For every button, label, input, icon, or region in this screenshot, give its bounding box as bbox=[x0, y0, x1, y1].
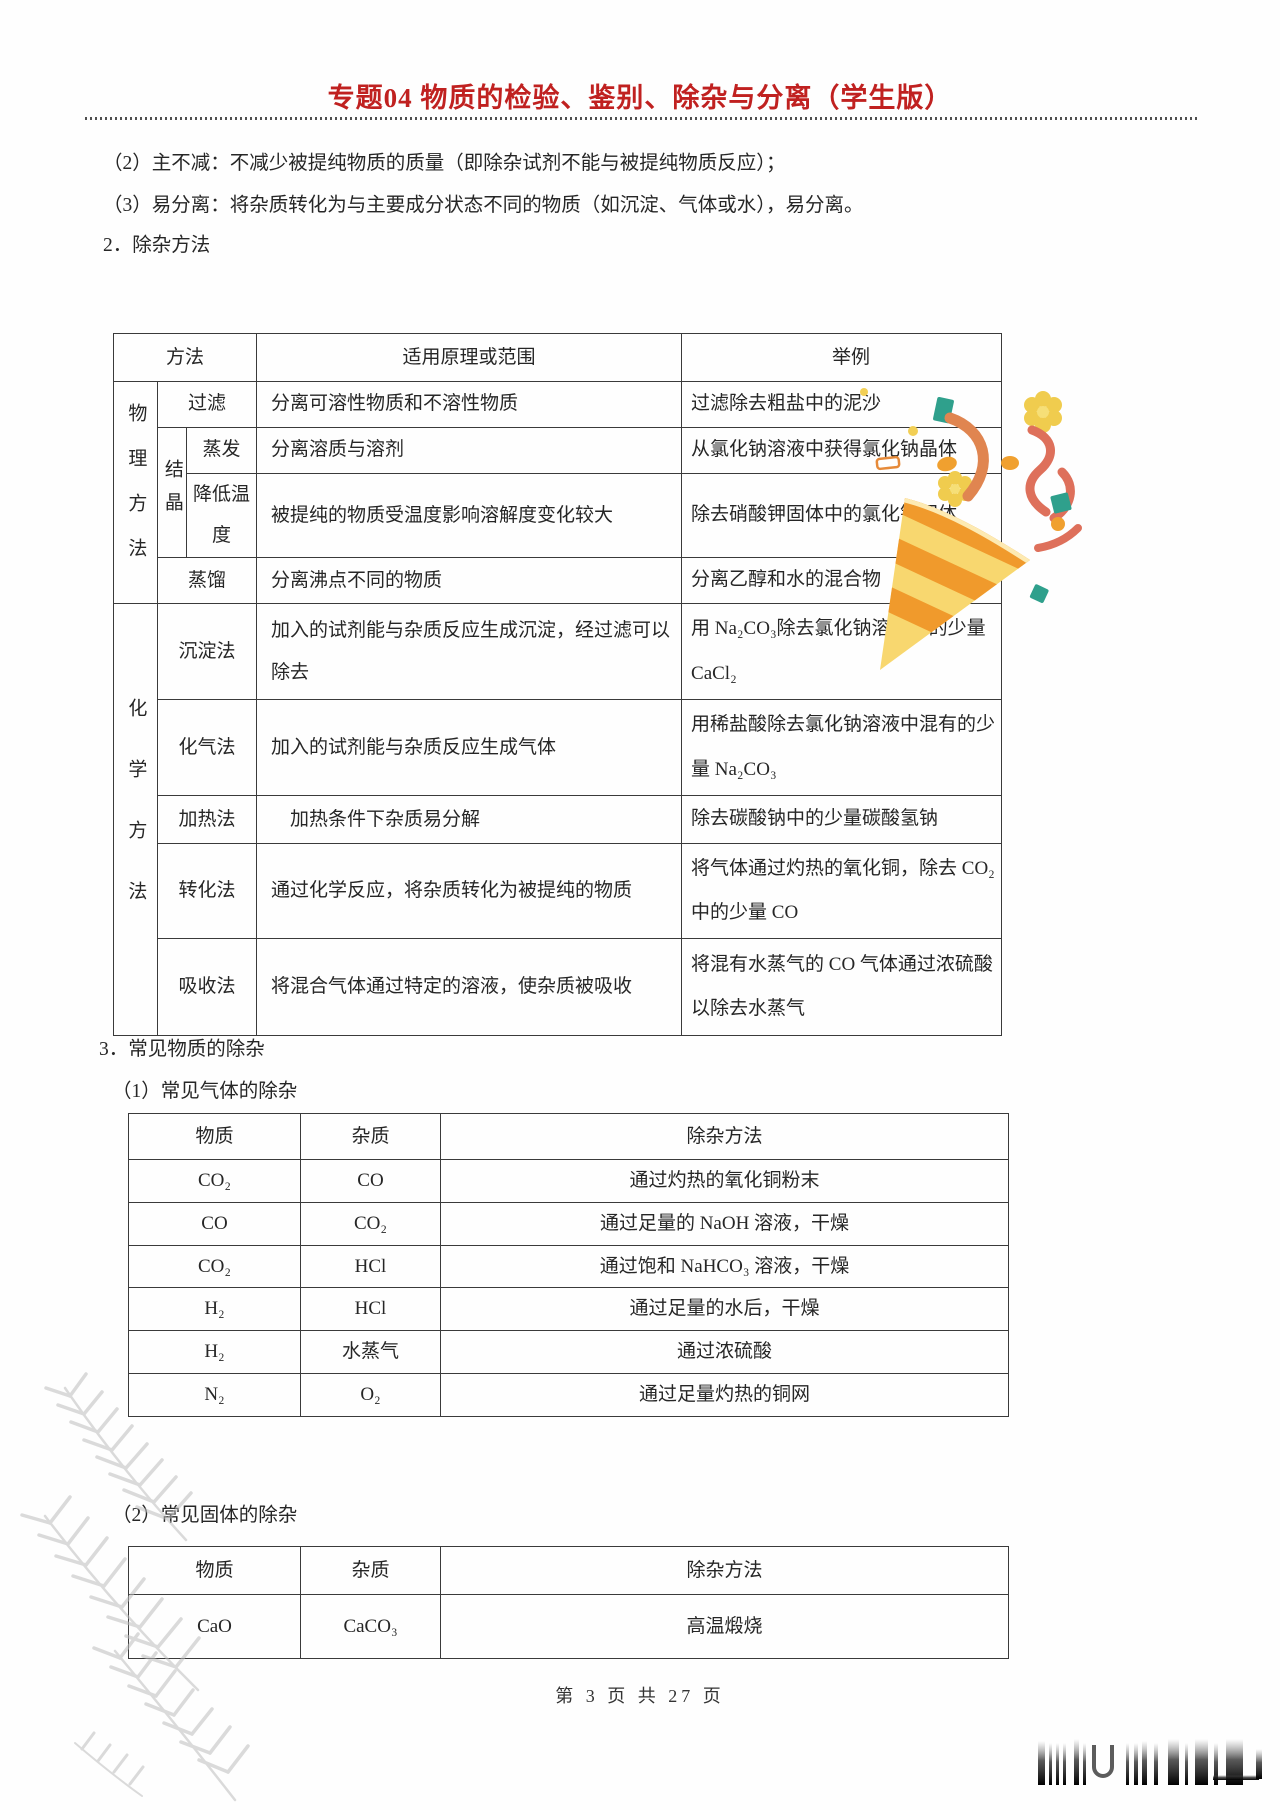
gas-impurity: CO₂ bbox=[300, 1201, 441, 1246]
group-label-crystallization: 结晶 bbox=[157, 426, 187, 559]
example-convert: 将气体通过灼热的氧化铜，除去 CO₂ 中的少量 CO bbox=[681, 843, 1003, 940]
gas-impurity-table: 物质 杂质 除杂方法 CO₂ CO 通过灼热的氧化铜粉末 CO CO₂ 通过足量… bbox=[128, 1113, 1009, 1417]
table-row: CO₂ CO 通过灼热的氧化铜粉末 bbox=[128, 1159, 1009, 1203]
method-name-evaporate: 蒸发 bbox=[185, 426, 258, 474]
gas-substance: N₂ bbox=[128, 1372, 301, 1417]
principle-heat: 加热条件下杂质易分解 bbox=[256, 795, 683, 845]
principle-evaporate: 分离溶质与溶剂 bbox=[256, 426, 683, 474]
solid-col-header-substance: 物质 bbox=[128, 1546, 301, 1595]
intro-point-3: （3）易分离：将杂质转化为与主要成分状态不同的物质（如沉淀、气体或水），易分离。 bbox=[103, 195, 864, 216]
gas-impurity: HCl bbox=[300, 1244, 441, 1289]
group-label-physical-methods: 物理方法 bbox=[113, 380, 158, 605]
solid-method: 高温煅烧 bbox=[440, 1594, 1009, 1659]
gas-impurity: O₂ bbox=[300, 1372, 441, 1417]
removal-methods-table: 方法 适用原理或范围 举例 物理方法 过滤 分离可溶性物质和不溶性物质 过滤除去… bbox=[112, 333, 1003, 1037]
example-filter: 过滤除去粗盐中的泥沙 bbox=[681, 381, 1003, 428]
page-title: 专题04 物质的检验、鉴别、除杂与分离（学生版） bbox=[327, 83, 953, 113]
gas-substance: CO bbox=[128, 1201, 301, 1246]
example-absorb: 将混有水蒸气的 CO 气体通过浓硫酸以除去水蒸气 bbox=[681, 938, 1003, 1037]
solid-substance: CaO bbox=[128, 1594, 301, 1659]
example-cool: 除去硝酸钾固体中的氯化钠固体 bbox=[681, 472, 1003, 559]
gas-substance: CO₂ bbox=[128, 1244, 301, 1289]
gas-method: 通过足量的水后，干燥 bbox=[440, 1287, 1009, 1332]
principle-cool: 被提纯的物质受温度影响溶解度变化较大 bbox=[256, 472, 683, 559]
gas-substance: H₂ bbox=[128, 1287, 301, 1332]
method-name-heat: 加热法 bbox=[156, 795, 258, 845]
example-precipitate: 用 Na₂CO₃除去氯化钠溶液中的少量 CaCl₂ bbox=[681, 603, 1003, 701]
section-3-sub2-heading: （2）常见固体的除杂 bbox=[112, 1505, 298, 1526]
gas-method: 通过足量灼热的铜网 bbox=[440, 1372, 1009, 1417]
principle-absorb: 将混合气体通过特定的溶液，使杂质被吸收 bbox=[256, 938, 683, 1037]
gas-impurity: HCl bbox=[300, 1287, 441, 1332]
solid-col-header-impurity: 杂质 bbox=[300, 1546, 441, 1595]
gas-substance: H₂ bbox=[128, 1330, 301, 1374]
confetti-flower-icon bbox=[1024, 391, 1062, 433]
smudge-marks-icon bbox=[1038, 1739, 1262, 1785]
method-name-gasify: 化气法 bbox=[156, 699, 258, 797]
table-row: CaO CaCO₃ 高温煅烧 bbox=[128, 1594, 1009, 1659]
principle-precipitate: 加入的试剂能与杂质反应生成沉淀，经过滤可以除去 bbox=[256, 603, 683, 701]
section-3-heading: 3．常见物质的除杂 bbox=[99, 1039, 265, 1060]
intro-point-2: （2）主不减：不减少被提纯物质的质量（即除杂试剂不能与被提纯物质反应）； bbox=[103, 153, 786, 174]
page-number-footer: 第 3 页 共 27 页 bbox=[555, 1686, 725, 1706]
gas-col-header-impurity: 杂质 bbox=[300, 1113, 441, 1160]
gas-col-header-method: 除杂方法 bbox=[440, 1113, 1009, 1160]
method-name-distill: 蒸馏 bbox=[156, 557, 258, 605]
method-name-precipitate: 沉淀法 bbox=[156, 603, 258, 701]
principle-distill: 分离沸点不同的物质 bbox=[256, 557, 683, 605]
solid-col-header-method: 除杂方法 bbox=[440, 1546, 1009, 1595]
col-header-example: 举例 bbox=[681, 333, 1003, 382]
method-name-absorb: 吸收法 bbox=[156, 938, 258, 1037]
example-heat: 除去碳酸钠中的少量碳酸氢钠 bbox=[681, 795, 1003, 845]
example-evaporate: 从氯化钠溶液中获得氯化钠晶体 bbox=[681, 426, 1003, 474]
principle-filter: 分离可溶性物质和不溶性物质 bbox=[256, 381, 683, 428]
table-row: CO₂ HCl 通过饱和 NaHCO₃ 溶液，干燥 bbox=[128, 1244, 1009, 1289]
section-2-heading: 2．除杂方法 bbox=[103, 235, 211, 256]
col-header-method: 方法 bbox=[112, 333, 258, 382]
gas-method: 通过饱和 NaHCO₃ 溶液，干燥 bbox=[440, 1244, 1009, 1289]
gas-method: 通过足量的 NaOH 溶液，干燥 bbox=[440, 1201, 1009, 1246]
table-row: N₂ O₂ 通过足量灼热的铜网 bbox=[128, 1372, 1009, 1417]
gas-impurity: 水蒸气 bbox=[300, 1330, 441, 1374]
gas-method: 通过灼热的氧化铜粉末 bbox=[440, 1159, 1009, 1203]
section-3-sub1-heading: （1）常见气体的除杂 bbox=[112, 1081, 298, 1102]
method-name-filter: 过滤 bbox=[156, 381, 258, 428]
principle-gasify: 加入的试剂能与杂质反应生成气体 bbox=[256, 699, 683, 797]
gas-substance: CO₂ bbox=[128, 1159, 301, 1203]
table-row: H₂ 水蒸气 通过浓硫酸 bbox=[128, 1330, 1009, 1374]
gas-impurity: CO bbox=[300, 1159, 441, 1203]
solid-impurity: CaCO₃ bbox=[300, 1594, 441, 1659]
method-name-convert: 转化法 bbox=[156, 843, 258, 940]
method-name-cool: 降低温度 bbox=[185, 472, 258, 559]
gas-col-header-substance: 物质 bbox=[128, 1113, 301, 1160]
title-dotted-divider bbox=[85, 117, 1197, 120]
table-row: H₂ HCl 通过足量的水后，干燥 bbox=[128, 1287, 1009, 1332]
group-label-chemical-methods: 化学方法 bbox=[113, 603, 158, 1037]
solid-impurity-table: 物质 杂质 除杂方法 CaO CaCO₃ 高温煅烧 bbox=[128, 1546, 1009, 1659]
table-row: CO CO₂ 通过足量的 NaOH 溶液，干燥 bbox=[128, 1201, 1009, 1246]
example-distill: 分离乙醇和水的混合物 bbox=[681, 557, 1003, 605]
principle-convert: 通过化学反应，将杂质转化为被提纯的物质 bbox=[256, 843, 683, 940]
example-gasify: 用稀盐酸除去氯化钠溶液中混有的少量 Na₂CO₃ bbox=[681, 699, 1003, 797]
col-header-principle: 适用原理或范围 bbox=[256, 333, 683, 382]
gas-method: 通过浓硫酸 bbox=[440, 1330, 1009, 1374]
